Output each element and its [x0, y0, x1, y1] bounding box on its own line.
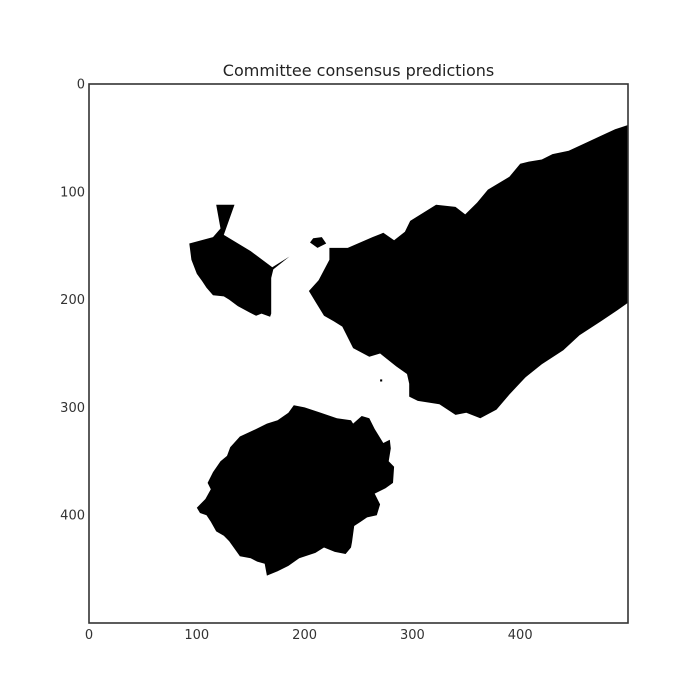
mask-region-right-mass — [308, 125, 628, 419]
y-axis: 0 100 200 300 400 — [60, 78, 85, 524]
chart-title: Committee consensus predictions — [223, 61, 494, 80]
x-tick-label: 300 — [400, 628, 425, 643]
plot-area — [88, 83, 629, 624]
x-tick-label: 200 — [292, 628, 317, 643]
x-tick-label: 400 — [508, 628, 533, 643]
plot-frame — [88, 83, 629, 624]
y-tick-label: 300 — [60, 401, 85, 416]
y-tick-label: 100 — [60, 185, 85, 200]
x-tick-label: 100 — [184, 628, 209, 643]
x-tick-label: 0 — [85, 628, 93, 643]
y-tick-label: 0 — [77, 78, 85, 93]
mask-region-tiny-dot — [380, 379, 383, 382]
mask-region-left-blob — [189, 204, 290, 317]
y-tick-label: 200 — [60, 293, 85, 308]
mask-layer — [189, 125, 628, 576]
x-axis: 0 100 200 300 400 — [85, 628, 533, 643]
y-tick-label: 400 — [60, 509, 85, 524]
mask-region-bottom-blob — [196, 405, 395, 576]
mask-region-small-speck — [310, 237, 327, 248]
